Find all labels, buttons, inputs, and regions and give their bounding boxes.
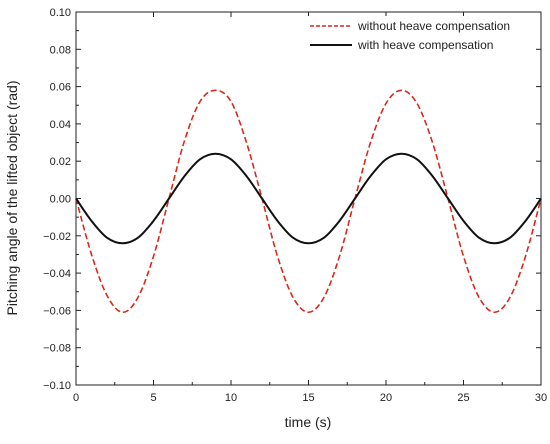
- y-tick-label: −0.04: [43, 268, 71, 280]
- x-tick-label: 10: [225, 392, 237, 404]
- x-tick-label: 25: [457, 392, 469, 404]
- x-tick-label: 20: [380, 392, 392, 404]
- y-tick-label: 0.00: [50, 194, 71, 206]
- legend-box: [302, 16, 535, 58]
- legend-label-1: without heave compensation: [357, 19, 510, 33]
- x-tick-label: 15: [302, 392, 314, 404]
- series-line-1: [75, 89, 542, 314]
- legend-label-2: with heave compensation: [357, 38, 493, 52]
- x-tick-label: 30: [535, 392, 547, 404]
- plot-area-frame: [75, 11, 542, 386]
- y-tick-label: 0.10: [50, 7, 71, 19]
- y-tick-label: −0.06: [43, 305, 71, 317]
- y-tick-label: 0.02: [50, 156, 71, 168]
- y-tick-label: −0.02: [43, 231, 71, 243]
- series-layer: [75, 89, 542, 314]
- y-tick-label: −0.08: [43, 343, 71, 355]
- y-tick-label: 0.06: [50, 82, 71, 94]
- legend: without heave compensation with heave com…: [302, 16, 535, 58]
- y-tick-label: 0.04: [50, 119, 71, 131]
- y-tick-label: 0.08: [50, 44, 71, 56]
- series-line-2: [75, 152, 542, 245]
- y-axis-title: Pitching angle of the lifted object (rad…: [4, 80, 20, 315]
- x-axis-title: time (s): [285, 414, 332, 430]
- x-tick-label: 5: [150, 392, 156, 404]
- x-tick-label: 0: [73, 392, 79, 404]
- y-tick-label: −0.10: [43, 380, 71, 392]
- x-axis-ticks: 0 5 10 15 20 25 30: [73, 12, 547, 404]
- y-axis-ticks: 0.10 0.08 0.06 0.04 0.02 0.00 −0.02 −0.04 −0.06 −…: [43, 7, 541, 392]
